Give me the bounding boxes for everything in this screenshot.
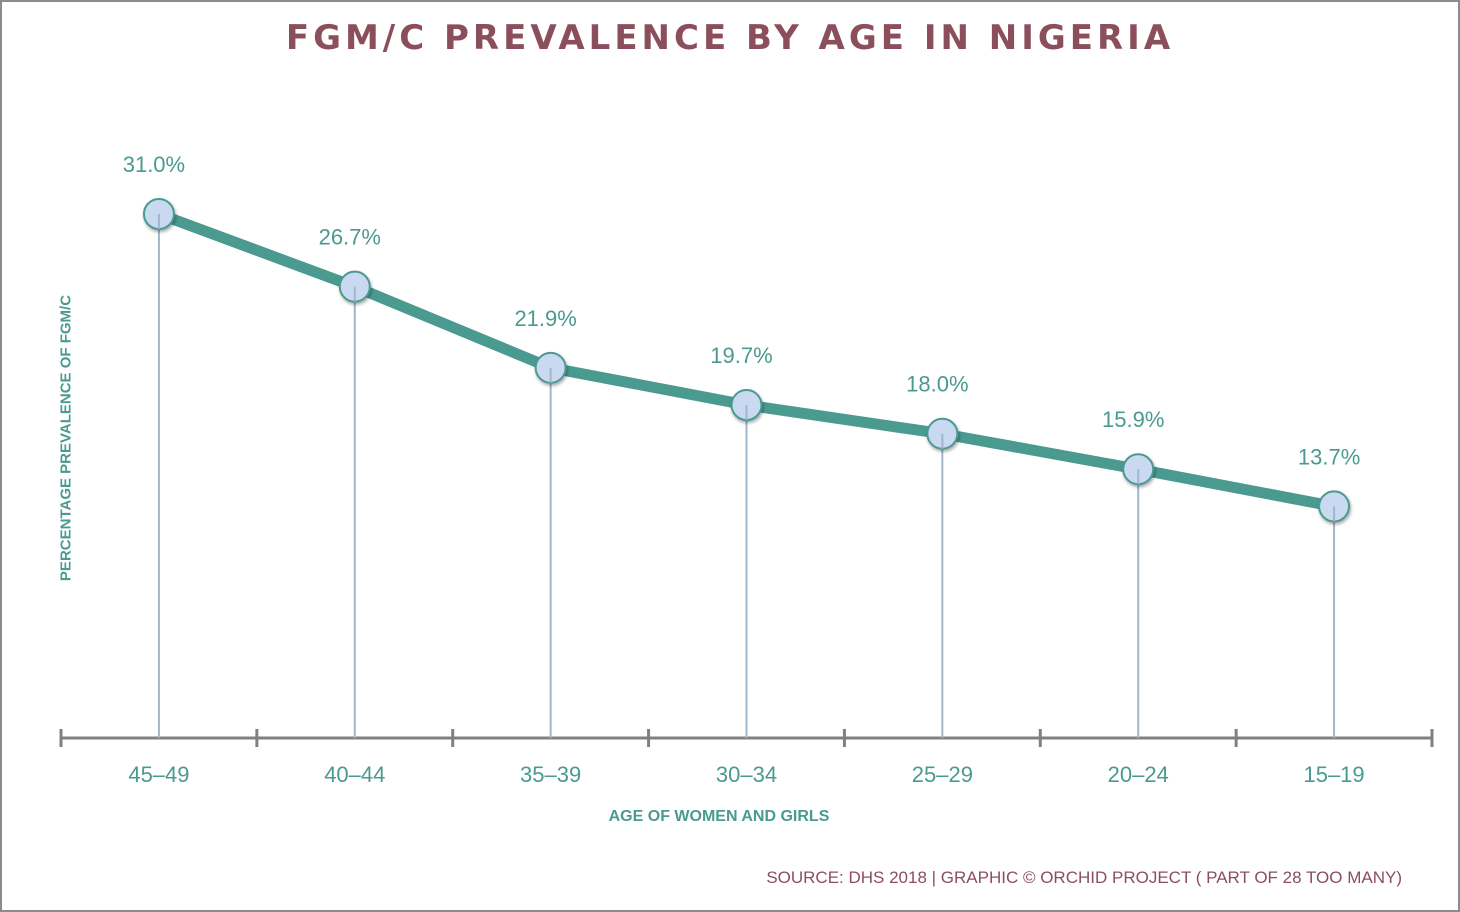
drop-lines — [157, 214, 1336, 738]
data-label: 19.7% — [710, 343, 772, 368]
data-label: 15.9% — [1102, 407, 1164, 432]
chart-title: FGM/C PREVALENCE BY AGE IN NIGERIA — [285, 18, 1175, 58]
source-credit: SOURCE: DHS 2018 | GRAPHIC © ORCHID PROJ… — [766, 868, 1402, 887]
value-labels: 31.0% 26.7% 21.9% 19.7% 18.0% 15.9% 13.7% — [123, 152, 1361, 469]
data-label: 31.0% — [123, 152, 185, 177]
x-tick-label: 40–44 — [324, 762, 385, 787]
x-tick-label: 35–39 — [520, 762, 581, 787]
x-tick-label: 30–34 — [716, 762, 777, 787]
x-tick-label: 20–24 — [1108, 762, 1169, 787]
x-tick-label: 25–29 — [912, 762, 973, 787]
x-axis-label: AGE OF WOMEN AND GIRLS — [608, 808, 830, 825]
data-label: 21.9% — [514, 306, 576, 331]
data-label: 18.0% — [906, 372, 968, 397]
x-tick-label: 45–49 — [128, 762, 189, 787]
y-axis-label: PERCENTAGE PREVALENCE OF FGM/C — [57, 294, 75, 582]
x-tick-label: 15–19 — [1303, 762, 1364, 787]
data-label: 13.7% — [1298, 444, 1360, 469]
markers — [142, 198, 1351, 523]
x-tick-labels: 45–49 40–44 35–39 30–34 25–29 20–24 15–19 — [128, 762, 1364, 787]
data-label: 26.7% — [319, 225, 381, 250]
